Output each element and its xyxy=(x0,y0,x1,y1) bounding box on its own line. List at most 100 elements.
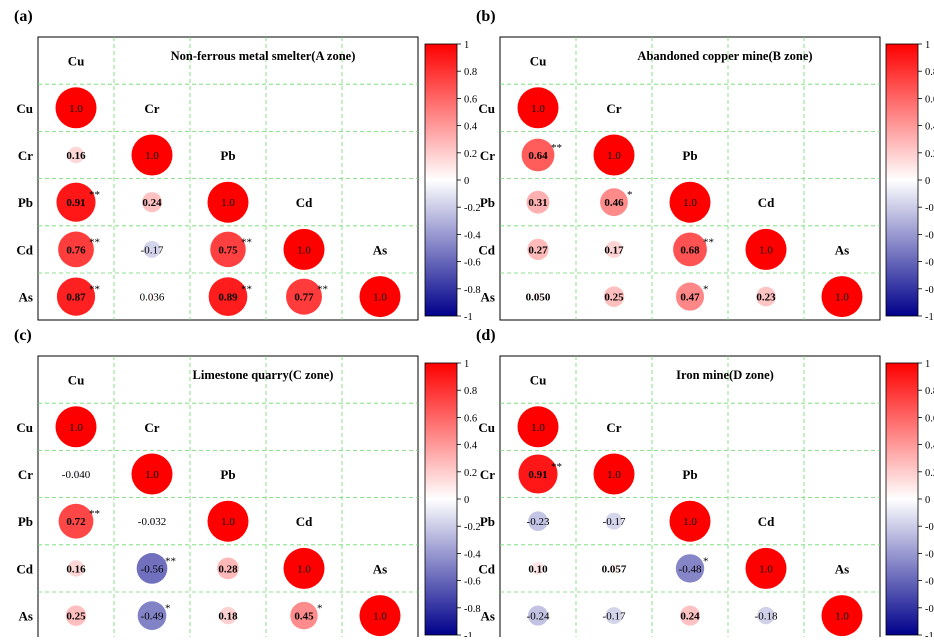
colorbar xyxy=(424,362,458,636)
significance-marker: ** xyxy=(89,236,100,248)
correlation-circle xyxy=(533,292,543,302)
row-label: Pb xyxy=(480,195,495,210)
significance-marker: ** xyxy=(89,508,100,520)
correlation-value-label: -0.48 xyxy=(679,563,702,575)
row-label: As xyxy=(481,609,495,624)
colorbar-tick-label: 0.2 xyxy=(464,149,477,160)
correlation-circle xyxy=(148,292,156,301)
correlation-value-label: 1.0 xyxy=(145,150,159,162)
correlation-value-label: 1.0 xyxy=(531,103,545,115)
correlation-value-label: 0.68 xyxy=(680,244,700,256)
column-label: Cr xyxy=(144,101,159,116)
correlation-circle xyxy=(756,286,776,307)
correlation-value-label: -0.17 xyxy=(603,611,626,623)
correlation-circle xyxy=(208,277,248,316)
correlation-circle xyxy=(600,188,628,217)
correlation-value-label: 1.0 xyxy=(373,292,387,304)
correlation-circle xyxy=(757,606,775,625)
colorbar-tick-label: 1 xyxy=(464,359,469,370)
correlation-circle xyxy=(56,182,96,222)
row-label: Pb xyxy=(18,195,33,210)
column-label: Cr xyxy=(606,420,621,435)
correlation-value-label: 1.0 xyxy=(69,422,83,434)
colorbar-tick-label: 0 xyxy=(925,176,930,187)
chart-title: Non-ferrous metal smelter(A zone) xyxy=(171,49,356,63)
correlation-value-label: -0.18 xyxy=(755,611,778,623)
correlation-value-label: 0.17 xyxy=(604,244,624,256)
column-label: Pb xyxy=(682,467,697,482)
significance-marker: * xyxy=(703,555,709,567)
correlation-value-label: 1.0 xyxy=(221,197,235,209)
colorbar-tick-label: 0.6 xyxy=(925,94,934,105)
correlation-circle xyxy=(207,500,249,542)
correlation-value-label: -0.17 xyxy=(603,516,626,528)
correlation-circle xyxy=(290,601,318,630)
chart-title: Abandoned copper mine(B zone) xyxy=(637,49,812,63)
row-label: As xyxy=(19,609,33,624)
row-label: Cr xyxy=(18,467,33,482)
row-label: Cd xyxy=(16,561,33,576)
correlation-circle xyxy=(605,607,623,625)
correlation-value-label: 0.77 xyxy=(294,292,314,304)
column-label: Cu xyxy=(68,54,85,69)
colorbar-tick-label: -0.4 xyxy=(464,230,481,241)
correlation-value-label: 0.75 xyxy=(218,244,238,256)
correlation-circle xyxy=(210,231,246,268)
colorbar xyxy=(885,362,919,636)
panel-d: (d) Iron mine(D zone) Cu Cr Pb Cd As Cu Cr Pb Cd As… xyxy=(476,327,934,642)
correlation-value-label: 1.0 xyxy=(69,103,83,115)
correlation-circle xyxy=(359,276,401,318)
colorbar-tick-label: 0.8 xyxy=(464,67,477,78)
colorbar-tick-label: 0.8 xyxy=(925,386,934,397)
correlation-value-label: 1.0 xyxy=(835,292,849,304)
correlation-value-label: 0.23 xyxy=(756,292,776,304)
correlation-circle xyxy=(136,553,168,584)
row-label: Pb xyxy=(480,514,495,529)
colorbar-tick-label: 0.2 xyxy=(925,149,934,160)
correlation-value-label: 0.25 xyxy=(66,611,86,623)
row-label: Cr xyxy=(480,467,495,482)
column-label: Pb xyxy=(220,467,235,482)
correlation-value-label: 0.24 xyxy=(142,197,162,209)
correlation-circle xyxy=(745,228,787,270)
correlation-circle xyxy=(58,231,94,268)
significance-marker: ** xyxy=(89,284,100,296)
column-label: Pb xyxy=(220,148,235,163)
correlation-circle xyxy=(283,228,325,270)
correlation-value-label: 1.0 xyxy=(683,197,697,209)
column-label: Cu xyxy=(530,54,547,69)
correlation-value-label: 0.16 xyxy=(66,563,86,575)
significance-marker: * xyxy=(703,284,709,296)
significance-marker: * xyxy=(165,603,171,615)
correlation-circle xyxy=(207,181,249,223)
column-label: Cr xyxy=(606,101,621,116)
correlation-value-label: 1.0 xyxy=(297,563,311,575)
correlation-circle xyxy=(58,503,94,539)
correlation-value-label: -0.032 xyxy=(138,516,166,528)
correlation-value-label: 1.0 xyxy=(759,244,773,256)
colorbar-tick-label: 0.6 xyxy=(464,94,477,105)
colorbar-tick-label: 0.2 xyxy=(925,468,934,479)
correlation-circle xyxy=(143,240,161,258)
correlation-value-label: 1.0 xyxy=(373,611,387,623)
correlation-circle xyxy=(148,517,156,525)
plot-frame xyxy=(499,355,881,640)
panel-b: (b) Abandoned copper mine(B zone) Cu Cr Pb Cd… xyxy=(476,8,934,323)
correlation-value-label: 0.91 xyxy=(66,197,85,209)
significance-marker: ** xyxy=(89,189,100,201)
correlation-circle xyxy=(517,406,559,448)
colorbar-tick-label: -0.2 xyxy=(925,203,934,214)
correlation-circle xyxy=(527,238,549,261)
correlation-circle xyxy=(219,606,237,625)
row-label: Cr xyxy=(480,148,495,163)
colorbar-tick-label: -0.2 xyxy=(925,522,934,533)
panel-label: (b) xyxy=(476,8,496,25)
correlation-value-label: 1.0 xyxy=(145,469,159,481)
correlation-circle xyxy=(141,192,163,213)
correlation-value-label: 1.0 xyxy=(759,563,773,575)
row-label: As xyxy=(481,290,495,305)
correlation-circle xyxy=(821,276,863,318)
correlation-value-label: 0.16 xyxy=(66,150,86,162)
row-label: Pb xyxy=(18,514,33,529)
